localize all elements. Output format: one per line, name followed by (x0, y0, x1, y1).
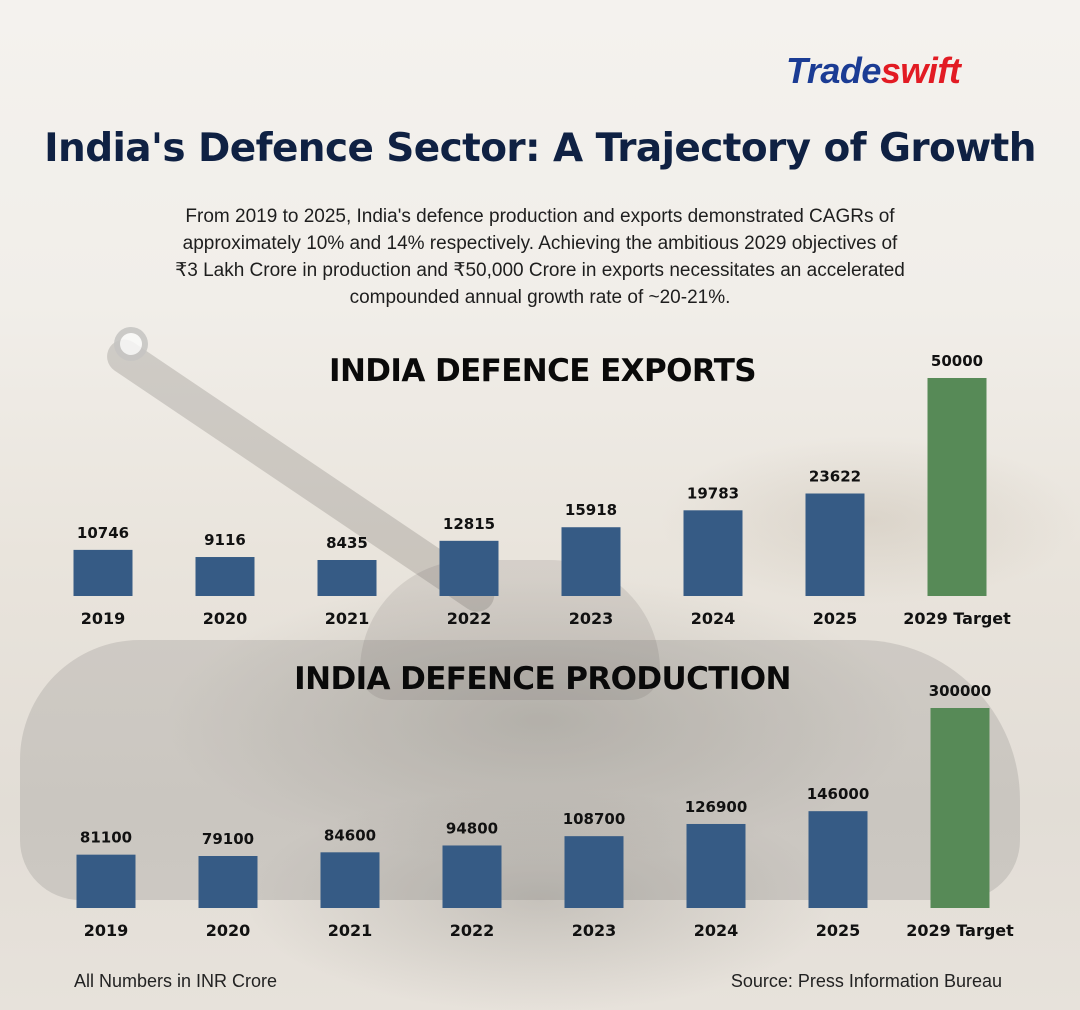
category-label: 2019 (81, 609, 126, 628)
data-label: 300000 (929, 682, 992, 700)
subtitle-line: ₹3 Lakh Crore in production and ₹50,000 … (175, 260, 905, 281)
data-label: 94800 (446, 819, 498, 837)
bar-2024 (686, 823, 746, 908)
bar-2021 (317, 560, 377, 596)
category-label: 2029 Target (903, 609, 1011, 628)
tank-muzzle-shape (114, 327, 148, 361)
bar-2019 (73, 549, 133, 596)
data-label: 84600 (324, 826, 376, 844)
data-label: 23622 (809, 468, 861, 486)
bar-2025 (805, 493, 865, 596)
brand-logo: Tradeswift (786, 50, 961, 92)
data-label: 9116 (204, 531, 246, 549)
production-bar-chart: 81100 2019 79100 2020 84600 2021 94800 2022 1087… (76, 682, 1014, 940)
data-label: 146000 (807, 785, 870, 803)
bar-2020 (198, 856, 258, 908)
exports-bar-chart: 10746 2019 9116 2020 8435 2021 12815 2022 15918 2… (73, 352, 1011, 628)
bar-2024 (683, 510, 743, 596)
data-label: 15918 (565, 501, 617, 519)
bar-target (930, 708, 990, 908)
page-subtitle: From 2019 to 2025, India's defence produ… (100, 203, 980, 311)
category-label: 2023 (572, 921, 617, 940)
category-label: 2029 Target (906, 921, 1014, 940)
data-label: 81100 (80, 829, 132, 847)
bar-2023 (564, 836, 624, 908)
data-label: 79100 (202, 830, 254, 848)
data-label: 10746 (77, 524, 129, 542)
production-chart-title: INDIA DEFENCE PRODUCTION (294, 661, 791, 697)
bar-target (927, 378, 987, 596)
brand-logo-part1: Trade (786, 50, 881, 91)
data-label: 50000 (931, 352, 983, 370)
category-label: 2023 (569, 609, 614, 628)
bar-2022 (439, 540, 499, 596)
category-label: 2025 (816, 921, 861, 940)
subtitle-line: compounded annual growth rate of ~20-21%… (349, 287, 731, 308)
category-label: 2024 (694, 921, 739, 940)
subtitle-line: From 2019 to 2025, India's defence produ… (185, 206, 895, 227)
page-title: India's Defence Sector: A Trajectory of … (44, 126, 1036, 171)
bar-2022 (442, 845, 502, 908)
category-label: 2022 (450, 921, 495, 940)
data-label: 19783 (687, 484, 739, 502)
data-label: 108700 (563, 810, 626, 828)
source-note: Source: Press Information Bureau (730, 971, 1002, 991)
units-note: All Numbers in INR Crore (74, 971, 278, 991)
bar-2020 (195, 557, 255, 596)
category-label: 2024 (691, 609, 736, 628)
exports-chart-title: INDIA DEFENCE EXPORTS (329, 353, 757, 389)
bar-2025 (808, 811, 868, 908)
category-label: 2025 (813, 609, 858, 628)
data-label: 126900 (685, 798, 748, 816)
data-label: 12815 (443, 515, 495, 533)
data-label: 8435 (326, 534, 368, 552)
category-label: 2020 (206, 921, 251, 940)
bar-2023 (561, 527, 621, 596)
subtitle-line: approximately 10% and 14% respectively. … (182, 233, 898, 254)
category-label: 2019 (84, 921, 129, 940)
category-label: 2021 (325, 609, 370, 628)
category-label: 2022 (447, 609, 492, 628)
category-label: 2021 (328, 921, 373, 940)
bar-2019 (76, 854, 136, 908)
brand-logo-part2: swift (880, 50, 961, 91)
bar-2021 (320, 852, 380, 908)
category-label: 2020 (203, 609, 248, 628)
